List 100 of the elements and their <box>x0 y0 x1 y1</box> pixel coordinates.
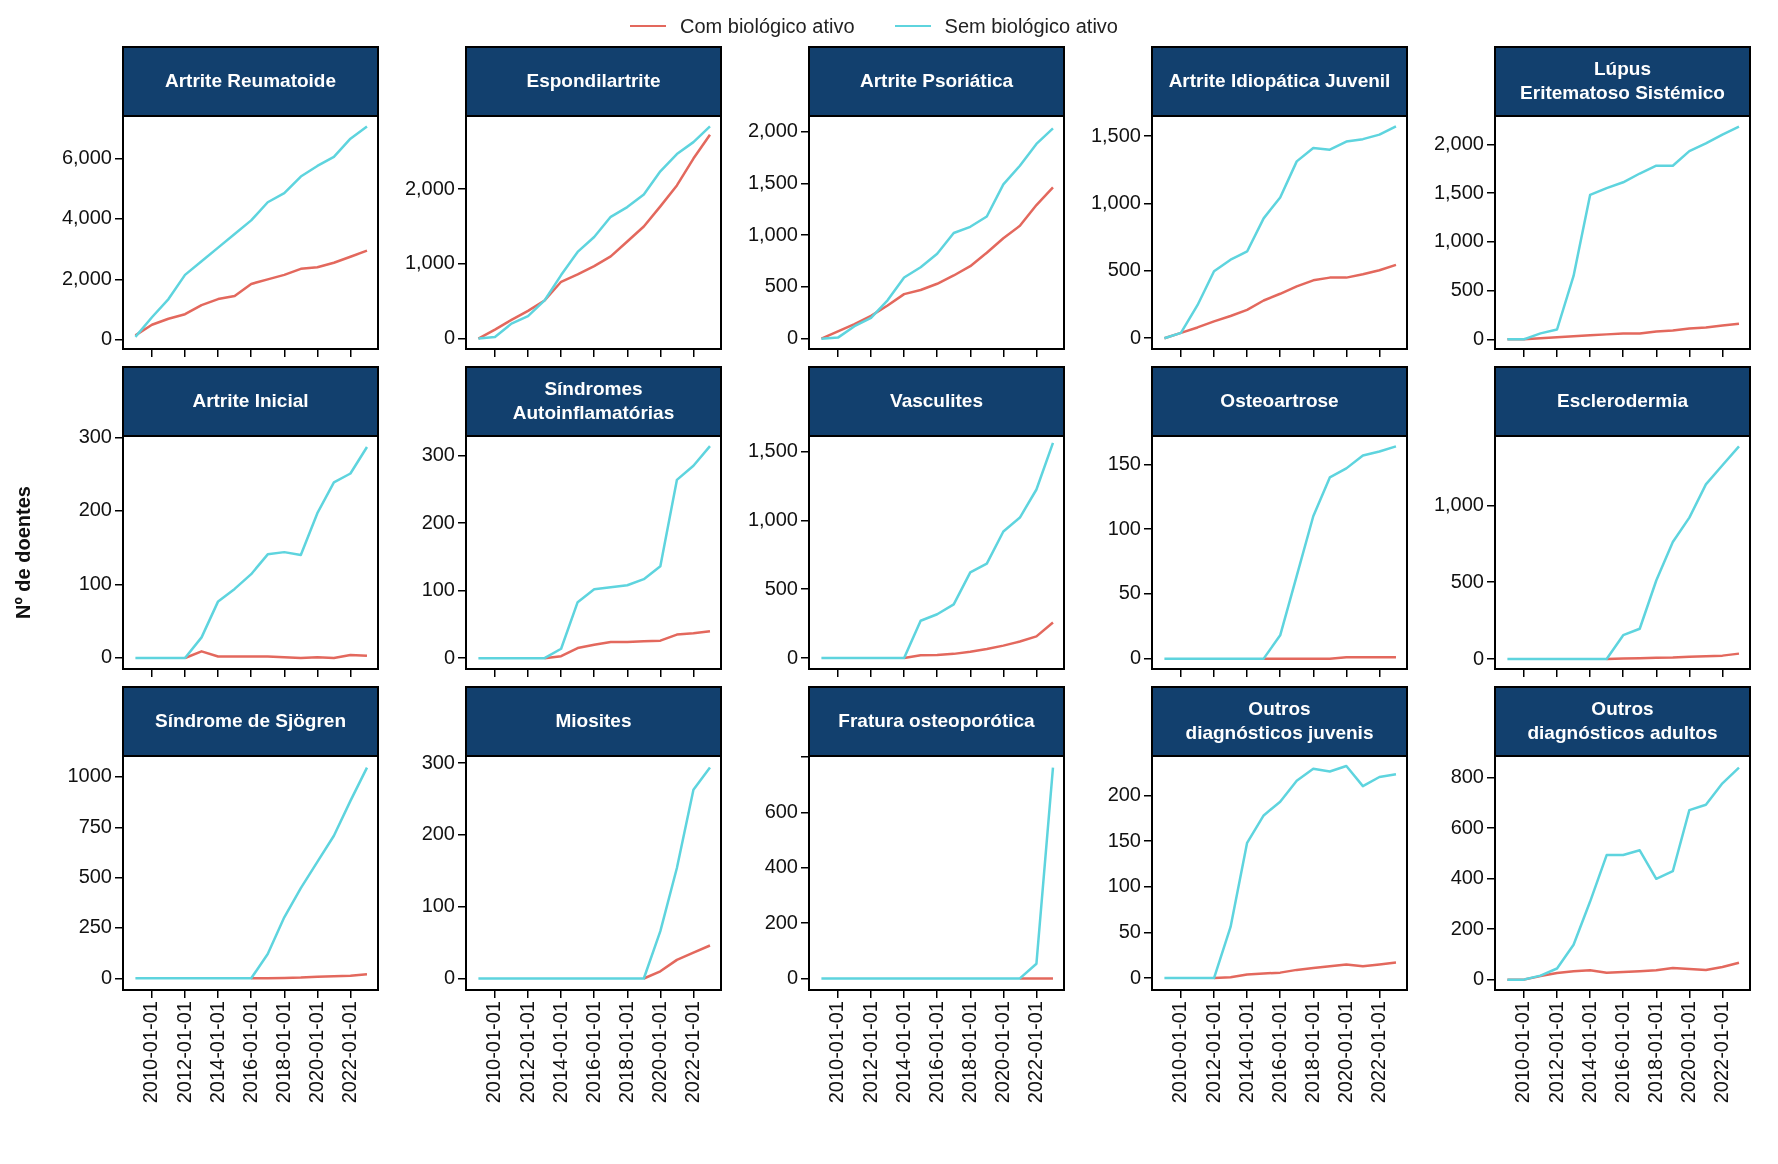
x-tick-label: 2018-01-01 <box>271 1001 294 1104</box>
x-tick-label: 2016-01-01 <box>1267 1001 1290 1104</box>
y-tick-label: 1,000 <box>1433 229 1484 252</box>
x-tick-label: 2012-01-01 <box>1201 1001 1224 1104</box>
y-tick-label: 0 <box>100 965 112 988</box>
x-tick-label: 2010-01-01 <box>1168 1001 1191 1104</box>
chart-title: Esclerodermia <box>1557 389 1689 411</box>
y-tick-label: 0 <box>1129 325 1141 348</box>
chart-title: Artrite Inicial <box>192 389 309 411</box>
chart-title: Espondilartrite <box>526 69 661 91</box>
y-tick-label: 0 <box>786 965 798 988</box>
x-tick-label: 2020-01-01 <box>1676 1001 1699 1104</box>
y-tick-label: 0 <box>443 326 455 349</box>
y-tick-label: 200 <box>421 822 455 845</box>
y-tick-label: 500 <box>764 274 798 297</box>
x-tick-label: 2022-01-01 <box>337 1001 360 1104</box>
y-tick-label: 1,500 <box>747 439 798 462</box>
y-tick-label: 6,000 <box>61 145 112 168</box>
y-tick-label: 0 <box>100 645 112 668</box>
chart-title: Síndromes Autoinflamatórias <box>512 377 675 423</box>
y-tick-label: 600 <box>764 799 798 822</box>
y-tick-label: 150 <box>1107 828 1141 851</box>
y-tick-label: 750 <box>78 814 112 837</box>
y-tick-label: 500 <box>1450 569 1484 592</box>
y-tick-label: 50 <box>1118 919 1141 942</box>
y-tick-label: 800 <box>1450 765 1484 787</box>
x-tick-label: 2010-01-01 <box>139 1001 162 1104</box>
x-tick-label: 2022-01-01 <box>1366 1001 1389 1104</box>
y-tick-label: 50 <box>1118 581 1141 604</box>
y-tick-label: 200 <box>78 498 112 521</box>
y-tick-label: 1,000 <box>747 222 798 245</box>
x-tick-label: 2022-01-01 <box>680 1001 703 1104</box>
y-tick-label: 0 <box>786 645 798 668</box>
y-tick-label: 1,000 <box>747 507 798 530</box>
x-tick-label: 2018-01-01 <box>957 1001 980 1104</box>
chart-title: Artrite Psoriática <box>859 69 1014 91</box>
x-tick-label: 2016-01-01 <box>581 1001 604 1104</box>
x-tick-label: 2010-01-01 <box>1511 1001 1534 1104</box>
chart-title: Osteoartrose <box>1220 389 1339 411</box>
y-tick-label: 2,000 <box>1433 131 1484 154</box>
chart-title: Fratura osteoporótica <box>838 709 1036 731</box>
y-tick-label: 200 <box>1107 782 1141 805</box>
x-tick-label: 2020-01-01 <box>990 1001 1013 1104</box>
y-tick-label: 500 <box>78 865 112 888</box>
x-tick-label: 2012-01-01 <box>515 1001 538 1104</box>
y-tick-label: 0 <box>1472 326 1484 349</box>
y-tick-label: 100 <box>1107 874 1141 897</box>
y-tick-label: 600 <box>1450 815 1484 838</box>
x-tick-label: 2010-01-01 <box>825 1001 848 1104</box>
x-tick-label: 2012-01-01 <box>858 1001 881 1104</box>
y-tick-label: 0 <box>100 327 112 350</box>
x-tick-label: 2016-01-01 <box>924 1001 947 1104</box>
y-tick-label: 200 <box>764 910 798 933</box>
y-tick-label: 1,000 <box>404 251 455 274</box>
legend-label: Sem biológico ativo <box>944 14 1118 38</box>
y-tick-label: 2,000 <box>61 266 112 289</box>
y-tick-label: 2,000 <box>404 176 455 199</box>
x-tick-label: 2018-01-01 <box>1643 1001 1666 1104</box>
x-tick-label: 2020-01-01 <box>1333 1001 1356 1104</box>
y-tick-label: 400 <box>764 855 798 878</box>
y-tick-label: 150 <box>1107 451 1141 474</box>
chart-title: Outros diagnósticos juvenis <box>1185 697 1374 743</box>
x-tick-label: 2014-01-01 <box>205 1001 228 1104</box>
chart-title: Artrite Idiopática Juvenil <box>1168 69 1391 91</box>
y-tick-label: 500 <box>1450 278 1484 301</box>
chart-title: Vasculites <box>890 389 983 411</box>
x-tick-label: 2020-01-01 <box>304 1001 327 1104</box>
legend-label: Com biológico ativo <box>680 14 855 38</box>
chart-title: Síndrome de Sjögren <box>154 709 347 731</box>
x-tick-label: 2016-01-01 <box>238 1001 261 1104</box>
chart-title: Lúpus Eritematoso Sistémico <box>1520 57 1725 103</box>
x-tick-label: 2014-01-01 <box>548 1001 571 1104</box>
y-tick-label: 100 <box>421 578 455 601</box>
y-tick-label: 300 <box>421 750 455 773</box>
chart-title: Artrite Reumatoide <box>164 69 337 91</box>
y-tick-label: 100 <box>1107 516 1141 539</box>
x-tick-label: 2022-01-01 <box>1023 1001 1046 1104</box>
y-tick-label: 500 <box>764 576 798 599</box>
y-tick-label: 2,000 <box>747 119 798 142</box>
y-tick-label: 100 <box>78 571 112 594</box>
x-tick-label: 2014-01-01 <box>1577 1001 1600 1104</box>
y-tick-label: 1000 <box>67 764 112 787</box>
y-tick-label: 500 <box>1107 258 1141 281</box>
chart-title: Miosites <box>555 709 632 731</box>
x-tick-label: 2018-01-01 <box>614 1001 637 1104</box>
x-tick-label: 2012-01-01 <box>172 1001 195 1104</box>
y-axis-title: Nº de doentes <box>11 486 34 619</box>
x-tick-label: 2020-01-01 <box>647 1001 670 1104</box>
y-tick-label: 250 <box>78 915 112 938</box>
y-tick-label: 300 <box>78 424 112 447</box>
y-tick-label: 0 <box>1129 646 1141 669</box>
chart-title: Outros diagnósticos adultos <box>1527 697 1718 743</box>
y-tick-label: 1,500 <box>1433 180 1484 203</box>
y-tick-label: 0 <box>786 326 798 349</box>
y-tick-label: 0 <box>443 645 455 668</box>
y-tick-label: 0 <box>443 966 455 989</box>
y-tick-label: 1,000 <box>1090 191 1141 214</box>
x-tick-label: 2010-01-01 <box>482 1001 505 1104</box>
x-tick-label: 2014-01-01 <box>891 1001 914 1104</box>
y-tick-label: 1,500 <box>747 170 798 193</box>
